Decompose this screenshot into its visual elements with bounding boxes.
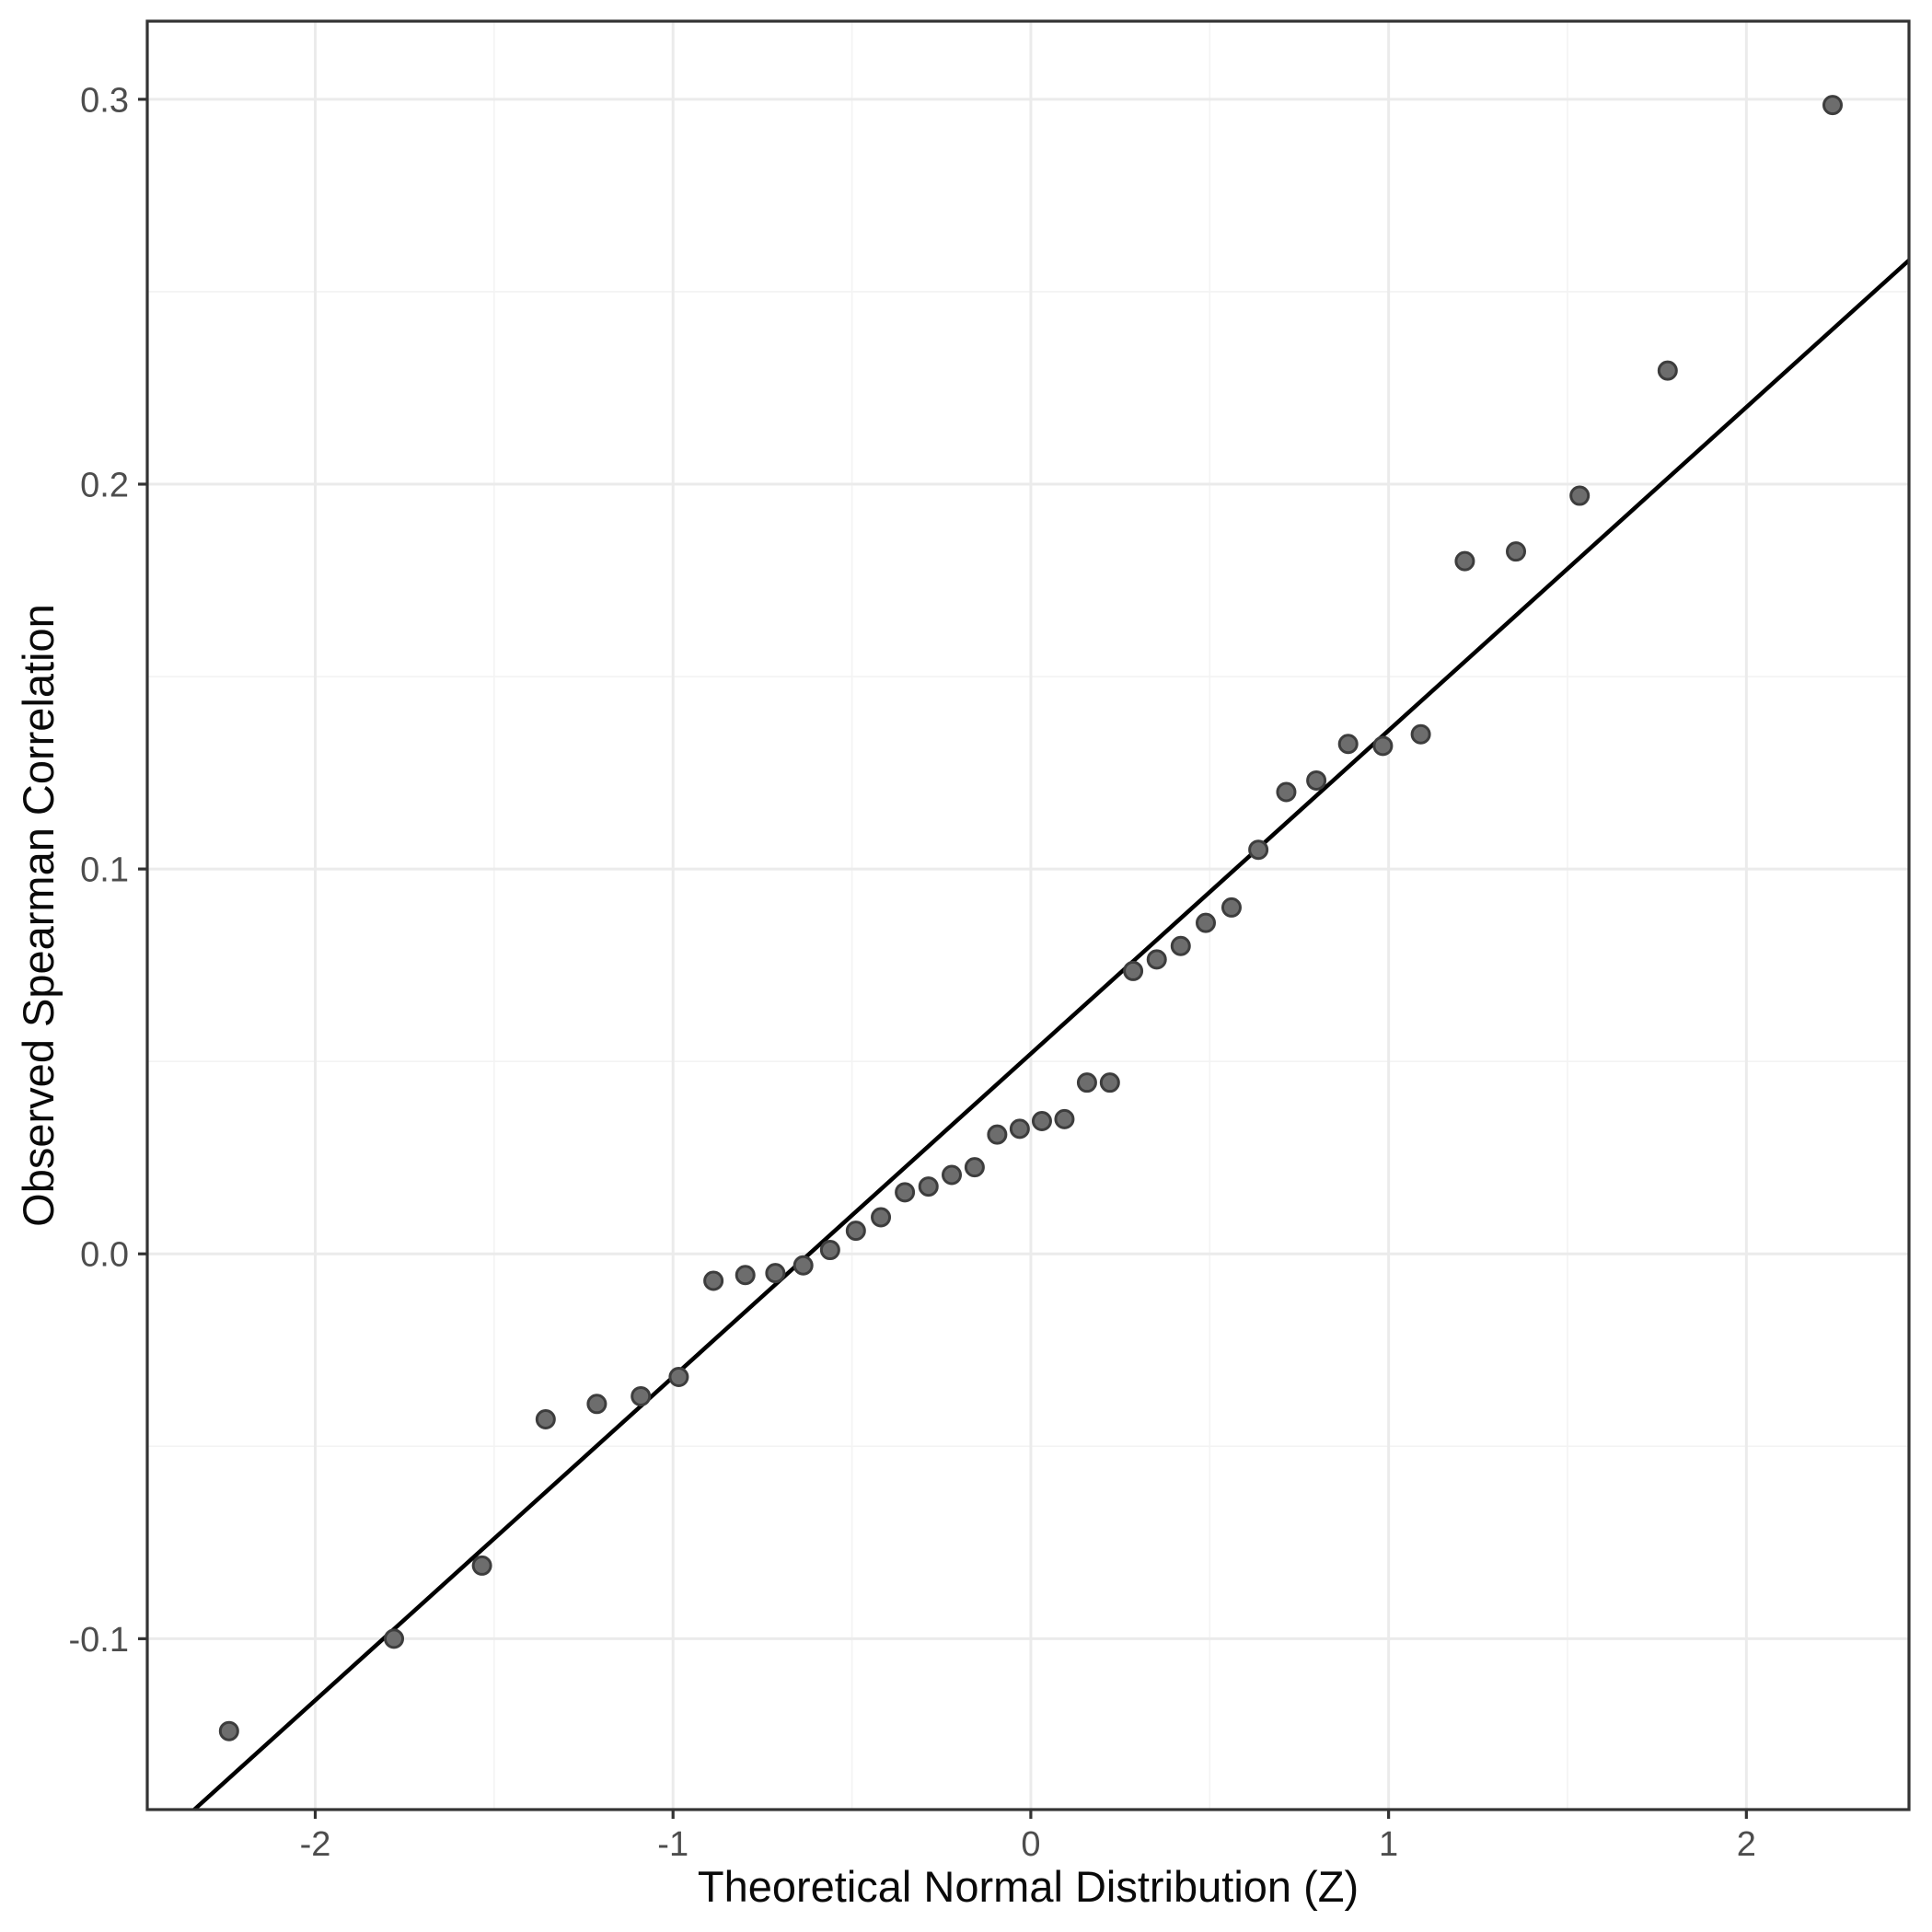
reference-line-layer [192, 259, 1911, 1811]
data-point [765, 1263, 786, 1284]
data-point [1410, 723, 1431, 745]
data-point [964, 1157, 985, 1178]
data-point [845, 1221, 866, 1242]
data-point [1221, 897, 1242, 918]
data-point [1506, 541, 1527, 562]
x-axis-tick-label: 1 [1379, 1825, 1398, 1864]
data-point [1195, 912, 1216, 933]
data-point [1009, 1118, 1030, 1140]
y-axis-tick-label: 0.1 [80, 851, 129, 890]
data-point [1306, 769, 1327, 791]
x-axis-tick-label: 2 [1737, 1825, 1756, 1864]
panel-border [145, 19, 1911, 1811]
data-point [942, 1164, 963, 1186]
data-point [1248, 839, 1269, 861]
data-point [792, 1255, 814, 1276]
data-point [1569, 485, 1591, 506]
data-point [1146, 949, 1167, 970]
x-axis-title: Theoretical Normal Distribution (Z) [698, 1862, 1359, 1911]
axis-tick-labels-layer: -2 -1 0 1 2 -0.1 0.0 0.1 0.2 0.3 [69, 81, 1756, 1864]
y-axis-tick-label: -0.1 [69, 1621, 129, 1660]
data-point [703, 1270, 724, 1291]
y-axis-tick-label: 0.2 [80, 466, 129, 504]
grid-minor-lines [147, 21, 1909, 1810]
data-point [1454, 550, 1475, 572]
y-axis-tick-label: 0.3 [80, 81, 129, 120]
y-axis-tick-label: 0.0 [80, 1236, 129, 1275]
data-point [735, 1265, 756, 1286]
data-point [218, 1720, 239, 1741]
x-axis-tick-label: -1 [657, 1825, 688, 1864]
data-points-layer [218, 95, 1844, 1741]
data-point [1657, 360, 1678, 381]
data-point [1123, 960, 1144, 981]
data-point [1822, 95, 1844, 116]
data-point [586, 1394, 607, 1415]
data-point [1031, 1110, 1052, 1131]
data-point [1337, 734, 1359, 755]
data-point [819, 1240, 840, 1261]
data-point [535, 1409, 556, 1430]
data-point [1170, 935, 1191, 956]
data-point [631, 1385, 652, 1406]
data-point [918, 1176, 939, 1197]
data-point [384, 1628, 405, 1649]
data-point [871, 1207, 892, 1228]
x-axis-tick-label: 0 [1021, 1825, 1040, 1864]
data-point [668, 1367, 689, 1388]
axis-ticks-layer [138, 98, 1748, 1819]
x-axis-tick-label: -2 [300, 1825, 331, 1864]
data-point [1276, 781, 1297, 803]
data-point [1372, 735, 1394, 757]
data-point [895, 1182, 916, 1203]
grid-major-lines [147, 21, 1909, 1810]
data-point [1099, 1072, 1120, 1093]
qq-reference-line [192, 259, 1911, 1811]
data-point [1054, 1108, 1075, 1129]
data-point [471, 1555, 492, 1576]
y-axis-title: Observed Spearman Correlation [14, 604, 63, 1227]
data-point [987, 1124, 1008, 1145]
data-point [1076, 1072, 1097, 1093]
